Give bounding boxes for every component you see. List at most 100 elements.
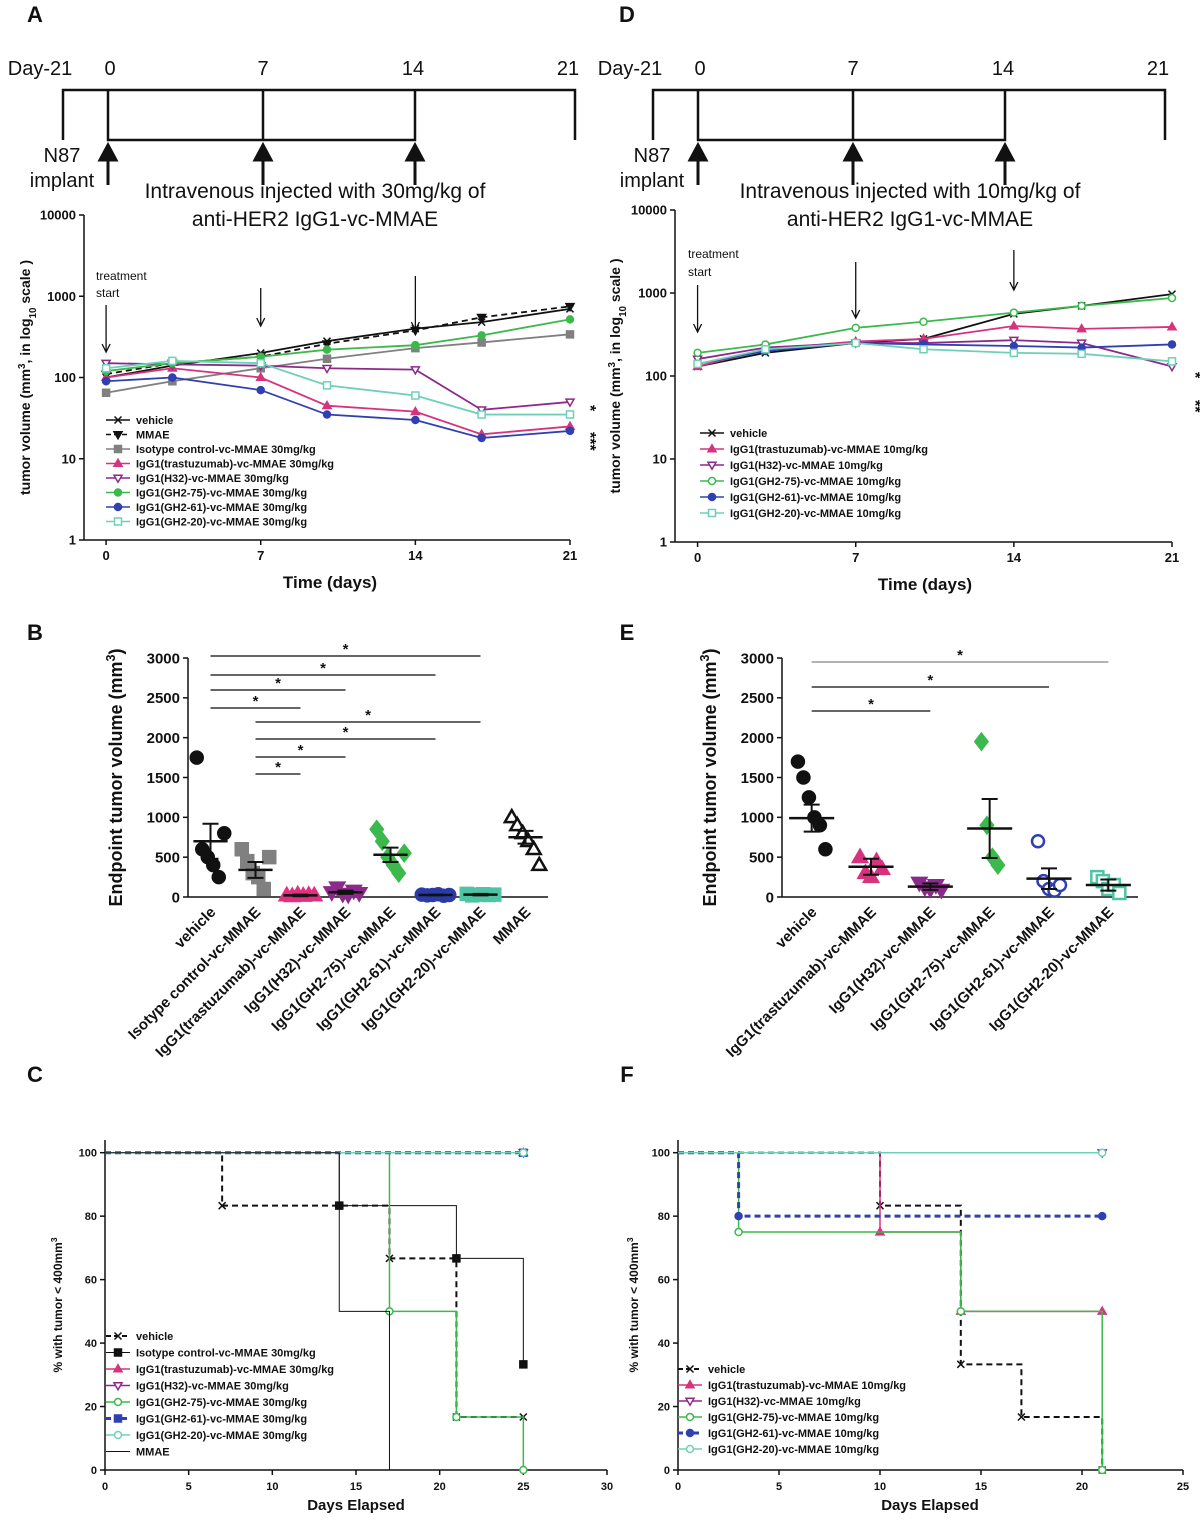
significance-label: * [298,742,304,759]
y-axis-label: Endpoint tumor volume (mm3) [104,648,126,906]
legend-label: IgG1(H32)-vc-MMAE 10mg/kg [708,1396,861,1408]
point [530,855,549,872]
significance-label: * [320,660,326,677]
point [477,433,486,443]
point [322,354,332,364]
legend-label: vehicle [730,428,767,440]
label-part: Endpoint tumor volume (mm [106,662,126,907]
point [519,1148,528,1157]
error-bar [922,882,939,891]
point [256,385,265,395]
annotation: start [688,265,712,279]
chart-title: Intravenous injected with 10mg/kg of [740,180,1081,203]
error-bar [247,860,264,879]
legend-marker [112,474,124,484]
point [477,410,486,419]
x-axis-label: Days Elapsed [881,1497,979,1514]
point [1167,340,1177,349]
point [508,815,527,832]
timeline-day: Day-21 [598,58,662,80]
y-tick-label: 10000 [631,203,667,218]
legend-label: IgG1(GH2-20)-vc-MMAE 30mg/kg [136,517,307,529]
point [812,818,828,833]
implant-label: implant [30,170,95,192]
point [369,819,385,840]
x-tick-label: 0 [102,1481,108,1493]
point [1009,348,1019,358]
y-tick-label: 0 [664,1465,670,1477]
x-tick-label: 5 [776,1481,782,1493]
y-axis-label: Endpoint tumor volume (mm3) [698,648,720,906]
point [211,869,226,885]
point [734,1211,743,1221]
point [734,1227,743,1237]
x-tick-label: 5 [186,1481,192,1493]
x-axis-label: Days Elapsed [307,1497,405,1514]
point [565,410,575,419]
label-part: ) [106,648,126,654]
legend-label: MMAE [136,430,170,442]
legend-marker [707,492,717,502]
x-tick-label: 21 [1165,550,1179,565]
point [255,371,267,382]
category-label: IgG1(GH2-20)-vc-MMAE [986,904,1117,1035]
error-bar [1100,878,1117,892]
legend-marker [706,443,718,453]
series-line [105,307,571,379]
point [1076,323,1087,333]
timeline-day: Day-21 [8,58,72,80]
significance-label: * [868,696,874,713]
annotation: * [1186,372,1200,379]
point [410,366,421,376]
x-tick-label: 15 [350,1481,362,1493]
y-tick-label: 40 [658,1338,670,1350]
annotation-arrow [851,262,861,320]
implant-label: N87 [634,145,671,167]
point [1167,293,1177,303]
timeline-arrow [994,141,1016,185]
point [101,376,111,386]
point [452,1254,461,1263]
point [411,340,420,350]
legend-label: IgG1(GH2-61)-vc-MMAE 30mg/kg [136,502,307,514]
timeline-arrow [252,141,274,185]
chart-title: Intravenous injected with 30mg/kg of [145,180,486,203]
legend-label: IgG1(H32)-vc-MMAE 30mg/kg [136,1381,289,1393]
y-tick-label: 1500 [741,770,774,787]
error-bar [292,893,309,898]
point [1167,357,1177,366]
label-part: ) [700,648,720,654]
y-tick-label: 1 [660,535,667,550]
point [1097,1148,1107,1157]
point [1077,301,1086,311]
legend-label: IgG1(H32)-vc-MMAE 30mg/kg [136,473,289,485]
point [1097,1211,1107,1221]
timeline-arrow [687,141,709,185]
y-tick-label: 3000 [147,650,180,667]
error-bar [472,892,489,897]
label-part: 3 [698,654,712,661]
y-axis-label: tumor volume (mm3, in log10 scale ) [17,260,39,495]
point [321,399,333,410]
y-tick-label: 80 [658,1211,670,1223]
legend-marker [112,430,124,441]
legend-label: IgG1(GH2-61)-vc-MMAE 10mg/kg [708,1428,879,1440]
timeline-day: 14 [402,58,424,80]
point [410,326,421,337]
legend-label: IgG1(trastuzumab)-vc-MMAE 10mg/kg [730,444,928,456]
point [322,345,332,354]
point [801,790,817,805]
label-part: scale ) [17,260,33,307]
y-tick-label: 60 [658,1274,670,1286]
point [391,863,407,883]
y-tick-label: 10 [62,451,76,466]
annotation-arrow [410,276,420,332]
legend-marker [684,1379,696,1389]
point [956,1307,966,1316]
legend-label: IgG1(GH2-61)-vc-MMAE 30mg/kg [136,1414,307,1426]
x-tick-label: 10 [874,1481,886,1493]
point [979,815,995,836]
legend-marker [113,444,123,454]
point [322,381,332,390]
